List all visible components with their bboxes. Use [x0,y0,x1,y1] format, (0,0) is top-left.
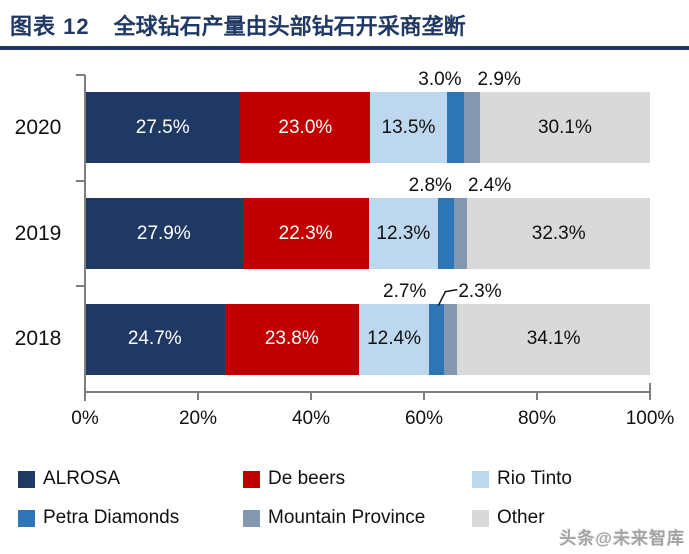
legend-label-alrosa: ALROSA [43,468,121,489]
legend-swatch-mountain-province [243,509,260,527]
small-value-label-petra-diamonds: 3.0% [418,69,462,91]
page-title: 图表 12 全球钻石产量由头部钻石开采商垄断 [10,9,466,41]
legend-swatch-rio-tinto [472,470,489,488]
bar-segment-de-beers: 22.3% [242,198,369,269]
segment-value-label: 24.7% [127,328,182,350]
small-value-label-mountain-province: 2.9% [477,69,521,91]
legend-swatch-de-beers [243,470,260,488]
bar-segment-petra-diamonds [438,198,454,269]
small-value-label-mountain-province: 2.3% [458,280,502,302]
bar-segment-rio-tinto: 13.5% [370,92,447,164]
figure-tag: 图表 12 [10,14,90,39]
x-tick-label: 60% [404,408,444,429]
bar-segment-de-beers: 23.8% [224,303,360,375]
segment-value-label: 30.1% [537,116,592,138]
legend-label-de-beers: De beers [268,468,346,489]
legend-item-de-beers: De beers [243,468,345,490]
legend-label-mountain-province: Mountain Province [268,507,426,528]
x-axis [84,391,651,393]
segment-value-label: 32.3% [531,222,586,244]
segment-value-label: 13.5% [381,116,436,138]
bar-segment-other: 34.1% [457,303,650,375]
bar-segment-de-beers: 23.0% [240,92,371,164]
segment-value-label: 27.5% [135,116,190,138]
bar-segment-rio-tinto: 12.3% [368,198,439,269]
small-value-label-petra-diamonds: 2.7% [383,280,427,302]
segment-value-label: 23.8% [264,328,319,350]
x-tick [310,391,312,400]
x-tick [536,391,538,400]
bar-segment-mountain-province [453,198,468,269]
bar-segment-alrosa: 24.7% [85,303,225,375]
legend-item-alrosa: ALROSA [18,468,120,490]
small-value-label-mountain-province: 2.4% [467,175,512,196]
y-tick [76,179,85,182]
bar-segment-mountain-province [463,92,480,164]
segment-value-label: 12.4% [367,328,421,350]
segment-value-label: 12.3% [376,222,431,244]
bar-segment-other: 30.1% [479,92,650,164]
y-tick [76,74,85,76]
x-tick-label: 40% [291,408,331,429]
bar-segment-petra-diamonds [429,303,445,375]
x-tick-label: 80% [517,408,557,429]
small-value-label-petra-diamonds: 2.8% [408,175,452,196]
bar-row-2018: 24.7% 23.8% 12.4% 34.1% [85,303,650,375]
x-tick [423,391,425,400]
legend-swatch-petra-diamonds [18,509,35,527]
segment-value-label: 23.0% [278,116,333,138]
x-tick-label: 0% [71,408,99,429]
x-tick [649,383,651,400]
x-tick-label: 20% [178,408,218,429]
legend-item-other: Other [472,507,545,529]
legend-item-mountain-province: Mountain Province [243,507,425,529]
segment-value-label: 34.1% [526,328,581,350]
legend-label-petra-diamonds: Petra Diamonds [43,507,180,528]
bar-segment-alrosa: 27.9% [85,198,243,269]
title-underline [0,46,689,50]
segment-value-label: 22.3% [278,222,333,244]
legend-swatch-alrosa [18,470,35,488]
category-label-2019: 2019 [14,221,62,245]
bar-segment-petra-diamonds [446,92,464,164]
watermark: 头条@未来智库 [559,529,685,548]
bar-row-2020: 27.5% 23.0% 13.5% 30.1% [85,92,650,164]
bar-segment-mountain-province [444,303,458,375]
x-tick-label: 100% [625,408,675,429]
bar-segment-alrosa: 27.5% [85,92,241,164]
bar-segment-other: 32.3% [467,198,650,269]
y-axis [84,75,86,401]
figure-title: 全球钻石产量由头部钻石开采商垄断 [113,14,466,39]
legend-item-petra-diamonds: Petra Diamonds [18,507,179,529]
legend-swatch-other [472,509,489,527]
segment-value-label: 27.9% [136,222,191,244]
legend-item-rio-tinto: Rio Tinto [472,468,572,490]
category-label-2020: 2020 [14,115,62,139]
bar-row-2019: 27.9% 22.3% 12.3% 32.3% [85,198,650,269]
category-label-2018: 2018 [14,327,62,351]
x-tick [197,391,199,400]
legend-label-rio-tinto: Rio Tinto [497,468,572,489]
legend-label-other: Other [497,507,545,528]
y-tick [76,285,85,288]
bar-segment-rio-tinto: 12.4% [359,303,430,375]
